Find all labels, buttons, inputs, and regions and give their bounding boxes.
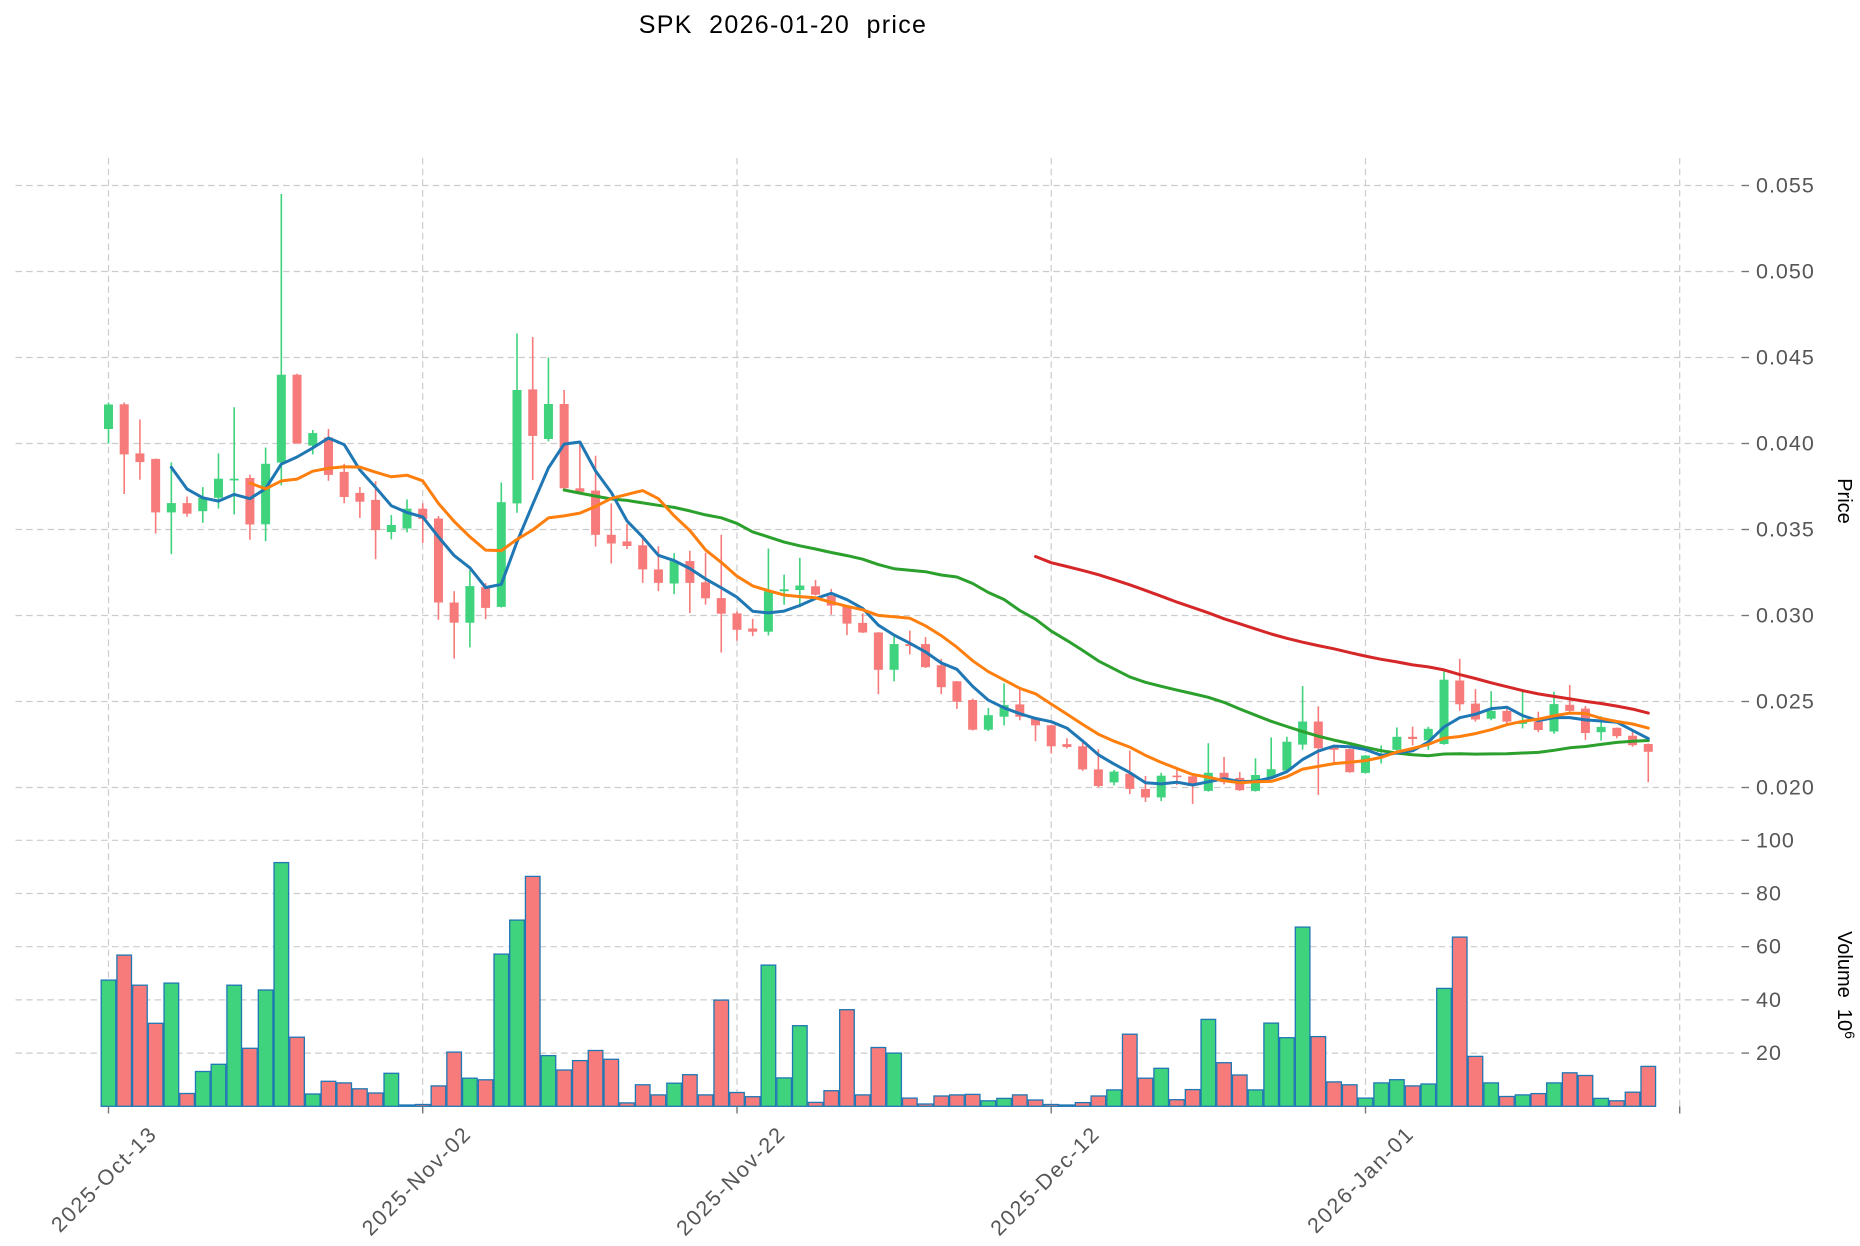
svg-text:20: 20 (1756, 1041, 1782, 1065)
svg-text:0.035: 0.035 (1756, 518, 1815, 542)
svg-text:0.025: 0.025 (1756, 690, 1815, 714)
svg-text:0.050: 0.050 (1756, 260, 1815, 284)
svg-text:100: 100 (1756, 828, 1795, 852)
svg-text:0.055: 0.055 (1756, 174, 1815, 198)
svg-text:Volume 106: Volume 106 (1833, 931, 1858, 1039)
svg-text:SPK 2026-01-20 price: SPK 2026-01-20 price (639, 11, 927, 39)
svg-text:60: 60 (1756, 935, 1782, 959)
svg-text:0.040: 0.040 (1756, 432, 1815, 456)
svg-text:0.045: 0.045 (1756, 346, 1815, 370)
svg-text:0.030: 0.030 (1756, 604, 1815, 628)
svg-text:Price: Price (1833, 478, 1855, 524)
svg-text:80: 80 (1756, 882, 1782, 906)
svg-text:40: 40 (1756, 988, 1782, 1012)
svg-text:0.020: 0.020 (1756, 776, 1815, 800)
